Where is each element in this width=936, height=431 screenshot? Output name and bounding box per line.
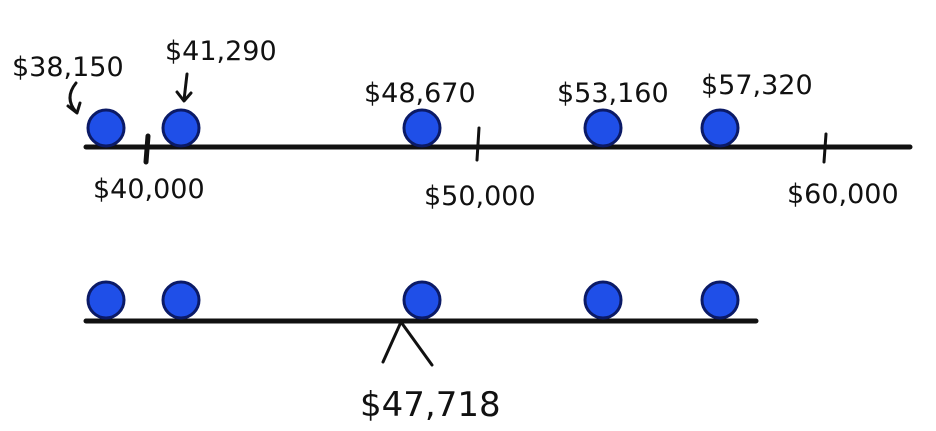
tick-label-50000: $50,000 — [424, 181, 536, 212]
dot-41290 — [161, 108, 201, 148]
dot-57320 — [700, 108, 740, 148]
beam-dot-4 — [583, 280, 623, 320]
beam-dot-1 — [86, 280, 126, 320]
arrow-38150-head — [66, 101, 82, 115]
arrow-41290 — [182, 72, 189, 102]
point-label-57320: $57,320 — [701, 70, 813, 101]
tick-label-40000: $40,000 — [93, 174, 205, 205]
arrow-41290-head — [175, 90, 193, 103]
point-label-53160: $53,160 — [557, 78, 669, 109]
tick-label-60000: $60,000 — [787, 179, 899, 210]
fulcrum-label: $47,718 — [360, 385, 501, 425]
tick-60000 — [822, 132, 828, 164]
point-label-41290: $41,290 — [165, 36, 277, 67]
tick-40000 — [143, 133, 151, 165]
beam-dot-2 — [161, 280, 201, 320]
beam-dot-3 — [402, 280, 442, 320]
beam-dot-5 — [700, 280, 740, 320]
tick-50000 — [475, 126, 481, 162]
dot-38150 — [86, 108, 126, 148]
point-label-48670: $48,670 — [364, 78, 476, 109]
dot-53160 — [583, 108, 623, 148]
point-label-38150: $38,150 — [12, 52, 124, 83]
fulcrum — [381, 320, 434, 367]
dot-48670 — [402, 108, 442, 148]
